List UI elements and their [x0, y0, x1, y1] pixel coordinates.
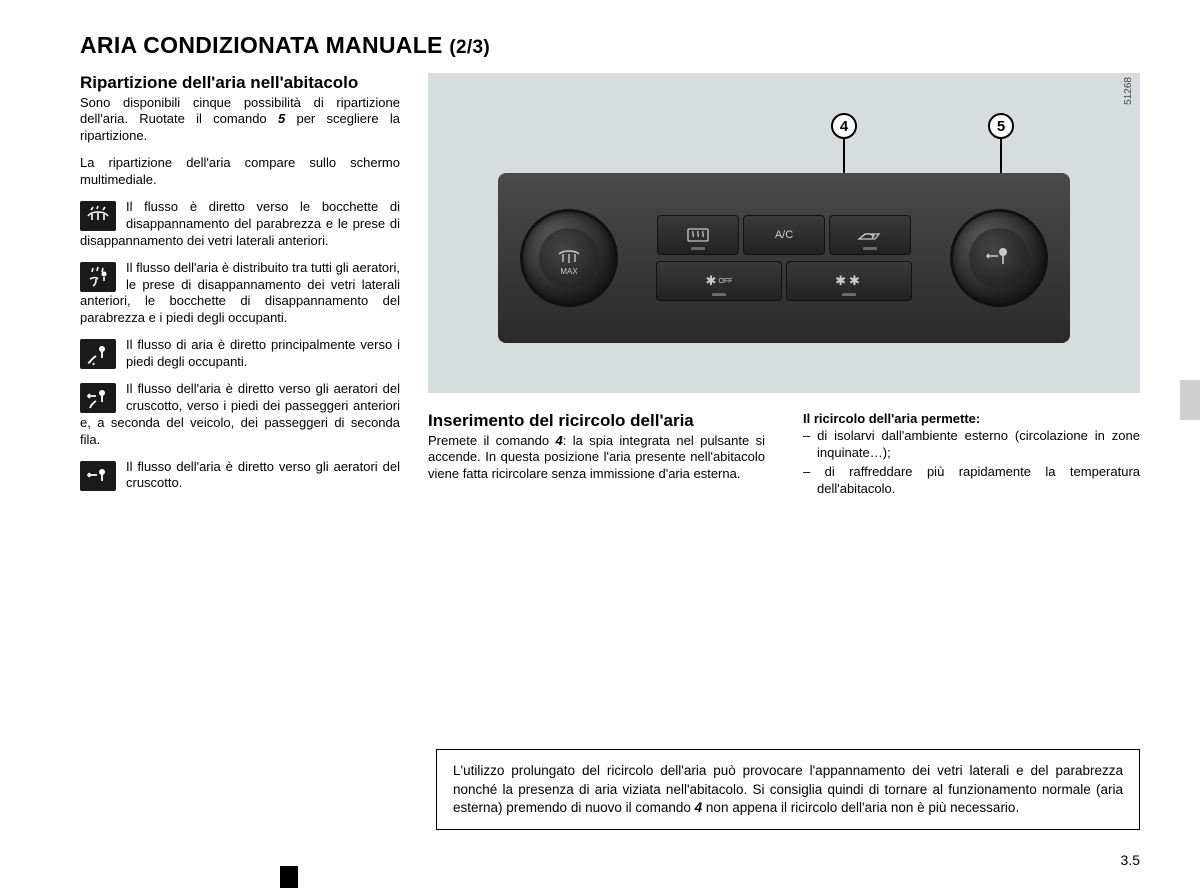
defrost-windshield-icon: [80, 201, 116, 231]
page-number: 3.5: [1121, 852, 1140, 868]
page-tab: [1180, 380, 1200, 420]
list-item: di raffreddare più rapidamente la temper…: [803, 464, 1140, 498]
title-fraction: (2/3): [449, 37, 490, 58]
fan-off-button[interactable]: ✱OFF: [656, 261, 782, 301]
ac-button[interactable]: A/C: [743, 215, 825, 255]
recirculation-button[interactable]: [829, 215, 911, 255]
mid-text: Premete il comando 4: la spia integrata …: [428, 433, 765, 484]
left-intro: Sono disponibili cinque possibilità di r…: [80, 95, 400, 146]
dial-max-label: MAX: [539, 228, 599, 288]
list-item: di isolarvi dall'ambiente esterno (circo…: [803, 428, 1140, 462]
dash-feet-icon: [80, 383, 116, 413]
dial-person-icon: [969, 228, 1029, 288]
control-panel-figure: 51268 4 5 MAX A/C ✱O: [428, 73, 1140, 393]
rear-defrost-button[interactable]: [657, 215, 739, 255]
airflow-row-2: Il flusso dell'aria è distribuito tra tu…: [80, 260, 400, 328]
temperature-dial[interactable]: MAX: [520, 209, 618, 307]
warning-note: L'utilizzo prolungato del ricircolo dell…: [436, 749, 1140, 830]
page-title: ARIA CONDIZIONATA MANUALE (2/3): [80, 32, 1140, 59]
title-main: ARIA CONDIZIONATA MANUALE: [80, 32, 443, 58]
callout-4: 4: [831, 113, 857, 139]
thumb-mark: [280, 866, 298, 888]
feet-icon: [80, 339, 116, 369]
right-lead: Il ricircolo dell'aria permette:: [803, 411, 1140, 428]
airflow-row-4: Il flusso dell'aria è diretto verso gli …: [80, 381, 400, 449]
right-column: Il ricircolo dell'aria permette: di isol…: [803, 411, 1140, 499]
middle-column: Inserimento del ricircolo dell'aria Prem…: [428, 411, 765, 499]
left-column: Ripartizione dell'aria nell'abitacolo So…: [80, 73, 400, 502]
callout-5: 5: [988, 113, 1014, 139]
right-list: di isolarvi dall'ambiente esterno (circo…: [803, 428, 1140, 498]
left-intro2: La ripartizione dell'aria compare sullo …: [80, 155, 400, 189]
svg-text:MAX: MAX: [560, 267, 578, 276]
image-code: 51268: [1123, 77, 1134, 105]
left-heading: Ripartizione dell'aria nell'abitacolo: [80, 73, 400, 93]
airflow-row-5: Il flusso dell'aria è diretto verso gli …: [80, 459, 400, 493]
all-vents-icon: [80, 262, 116, 292]
mid-heading: Inserimento del ricircolo dell'aria: [428, 411, 765, 431]
airflow-row-1: Il flusso è diretto verso le bocchette d…: [80, 199, 400, 250]
hvac-panel: MAX A/C ✱OFF ✱✱: [498, 173, 1070, 343]
button-cluster: A/C ✱OFF ✱✱: [618, 215, 950, 301]
fan-up-button[interactable]: ✱✱: [786, 261, 912, 301]
airflow-row-3: Il flusso di aria è diretto principalmen…: [80, 337, 400, 371]
dash-vents-icon: [80, 461, 116, 491]
air-distribution-dial[interactable]: [950, 209, 1048, 307]
